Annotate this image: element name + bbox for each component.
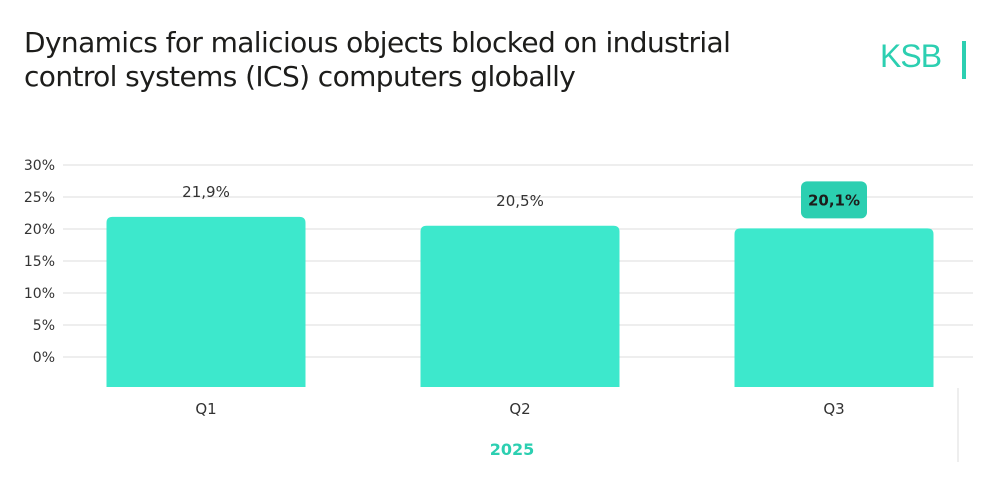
title-line-2: control systems (ICS) computers globally [24, 60, 576, 93]
bar-q1 [106, 216, 306, 387]
bar-q2 [420, 225, 620, 387]
y-tick-label: 0% [33, 350, 55, 366]
data-label: 20,5% [496, 192, 544, 210]
x-tick-label: Q1 [195, 400, 216, 418]
y-tick-label: 5% [33, 318, 55, 334]
bar-q3 [734, 228, 934, 387]
y-tick-label: 20% [24, 222, 55, 238]
x-tick-label: Q3 [823, 400, 844, 418]
title-line-1: Dynamics for malicious objects blocked o… [24, 26, 731, 59]
x-axis-label: 2025 [490, 440, 535, 459]
data-label: 20,1% [808, 191, 860, 209]
chart-title: Dynamics for malicious objects blocked o… [24, 26, 731, 94]
y-tick-label: 15% [24, 254, 55, 270]
highlight-badge [801, 181, 867, 219]
logo-divider [962, 41, 966, 79]
ksb-logo: KSB [880, 38, 942, 74]
y-tick-label: 10% [24, 286, 55, 302]
data-label: 21,9% [182, 183, 230, 201]
y-tick-label: 30% [24, 158, 55, 174]
x-tick-label: Q2 [509, 400, 530, 418]
y-tick-label: 25% [24, 190, 55, 206]
